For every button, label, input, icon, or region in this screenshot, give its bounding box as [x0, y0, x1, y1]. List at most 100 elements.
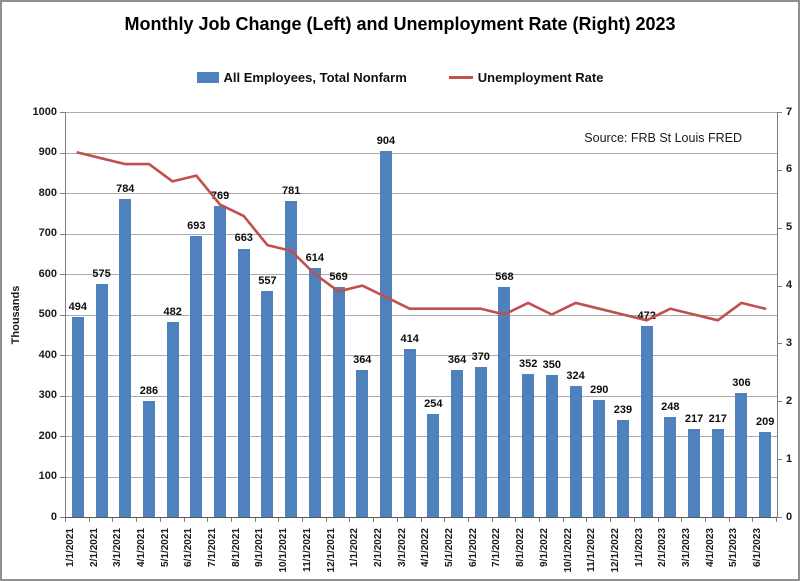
x-axis-tick-label: 11/1/2021: [301, 528, 313, 572]
right-axis-tick-label: 5: [786, 221, 793, 234]
x-axis-tick: [704, 518, 706, 522]
gridline: [66, 395, 777, 397]
rate-line-path: [76, 151, 767, 322]
right-axis-tick-label: 7: [786, 105, 793, 118]
bar-value-label: 575: [92, 268, 111, 281]
x-axis-tick: [776, 518, 777, 522]
left-axis-tick: [60, 152, 65, 154]
legend-label: Unemployment Rate: [477, 70, 604, 85]
left-axis-tick-label: 0: [50, 510, 57, 523]
bar: [711, 429, 724, 517]
x-axis-tick: [491, 518, 493, 522]
right-axis-tick-label: 4: [786, 279, 793, 292]
bar-value-label: 209: [755, 416, 775, 429]
bar: [119, 199, 132, 517]
bar-value-label: 370: [471, 351, 490, 364]
legend-entry-line: Unemployment Rate: [448, 70, 604, 85]
left-axis-tick: [60, 395, 65, 397]
x-axis-tick-label: 4/1/2022: [420, 528, 432, 567]
rate-line: [76, 151, 767, 322]
right-axis-tick-label: 0: [786, 510, 793, 523]
left-axis-tick-label: 200: [38, 429, 57, 442]
bar: [214, 205, 227, 517]
left-axis-tick: [60, 355, 65, 356]
line-series-swatch: [448, 76, 473, 79]
bar-value-label: 494: [68, 300, 88, 313]
x-axis-tick: [444, 518, 446, 522]
bar: [95, 284, 108, 517]
x-axis-tick: [207, 518, 209, 522]
x-axis-tick: [136, 518, 138, 522]
bar: [735, 393, 748, 517]
x-axis-tick-label: 10/1/2021: [278, 528, 290, 573]
x-axis-tick-label: 3/1/2023: [681, 528, 693, 567]
x-axis-tick-label: 5/1/2022: [444, 528, 456, 567]
bar: [545, 375, 558, 517]
bar-value-label: 568: [495, 270, 514, 283]
bar-value-label: 364: [447, 353, 467, 366]
x-axis-tick: [65, 518, 66, 522]
x-axis-tick-label: 3/1/2022: [396, 528, 408, 567]
x-axis-tick-label: 10/1/2022: [562, 528, 574, 573]
bar: [190, 236, 203, 517]
x-axis-tick: [396, 518, 398, 522]
gridline: [66, 233, 777, 235]
bar: [332, 286, 345, 517]
right-axis-tick: [777, 169, 782, 171]
gridline: [66, 274, 777, 275]
left-axis-tick: [60, 476, 65, 478]
x-axis-tick: [302, 518, 303, 522]
left-axis-tick: [60, 314, 65, 316]
x-axis-tick-label: 12/1/2022: [609, 528, 621, 573]
x-axis-tick: [373, 518, 375, 522]
right-axis-tick: [777, 401, 782, 403]
bar-value-label: 557: [258, 275, 277, 288]
source-note: Source: FRB St Louis FRED: [584, 131, 742, 145]
right-axis-tick-label: 6: [786, 163, 793, 176]
bar-value-label: 784: [116, 183, 135, 196]
x-axis-tick: [657, 518, 659, 522]
gridline: [66, 314, 777, 316]
bar: [356, 369, 369, 517]
left-axis-tick-label: 100: [38, 470, 57, 482]
right-axis-tick-label: 1: [786, 452, 793, 465]
bar-value-label: 663: [234, 232, 253, 245]
bar: [71, 316, 84, 517]
plot-area: 494 575 784 286 482 693 769 663 557 781 614 569 364 9…: [65, 112, 778, 518]
bar: [403, 349, 416, 517]
x-axis-tick-label: 3/1/2021: [112, 528, 124, 567]
left-axis-tick-label: 300: [38, 389, 57, 401]
right-axis-tick: [777, 517, 782, 518]
x-axis-tick: [112, 518, 114, 522]
left-axis-tick-label: 800: [38, 186, 57, 199]
bar: [451, 369, 464, 517]
x-axis-tick: [610, 518, 612, 522]
bar-value-label: 306: [732, 377, 751, 390]
x-axis-tick-label: 8/1/2022: [515, 528, 527, 567]
bar: [474, 367, 487, 517]
bar: [569, 385, 582, 517]
bar: [616, 420, 629, 517]
x-axis-tick: [539, 518, 540, 522]
left-axis-tick: [60, 112, 65, 113]
x-axis-tick: [159, 518, 161, 522]
left-axis-tick-label: 1000: [32, 105, 57, 118]
bar-value-label: 414: [400, 333, 419, 346]
bar: [142, 401, 155, 517]
left-axis-tick-label: 700: [38, 227, 57, 239]
bar-value-label: 614: [305, 252, 325, 265]
left-axis-tick-label: 900: [38, 146, 57, 158]
x-axis-tick: [728, 518, 730, 522]
bar-value-label: 693: [187, 220, 206, 233]
x-axis-tick-label: 6/1/2022: [467, 528, 479, 567]
right-axis-tick: [777, 285, 782, 287]
x-axis-tick-label: 1/1/2022: [349, 528, 361, 567]
bar-value-label: 364: [353, 353, 372, 366]
right-axis-tick: [777, 112, 782, 113]
bar: [759, 432, 772, 517]
left-axis-tick: [60, 517, 65, 518]
gridline: [66, 112, 777, 113]
bar: [522, 374, 535, 517]
chart-title: Monthly Job Change (Left) and Unemployme…: [124, 14, 676, 34]
x-axis-tick-label: 5/1/2021: [159, 528, 171, 567]
